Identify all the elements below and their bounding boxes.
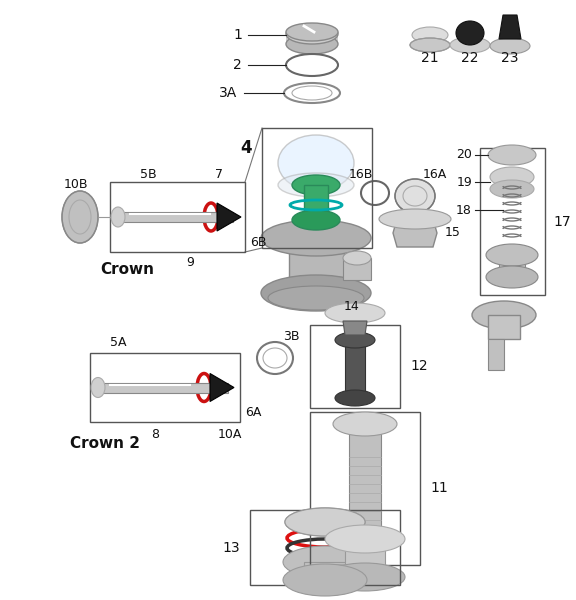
Bar — [501, 177, 523, 189]
Ellipse shape — [285, 508, 365, 536]
Bar — [343, 258, 371, 280]
Text: 10A: 10A — [218, 427, 242, 440]
Ellipse shape — [325, 563, 405, 591]
Text: 14: 14 — [344, 299, 360, 313]
Bar — [480, 148, 545, 295]
Text: 17: 17 — [553, 214, 571, 229]
Ellipse shape — [410, 38, 450, 52]
Text: 13: 13 — [222, 541, 240, 554]
Ellipse shape — [395, 179, 435, 213]
Ellipse shape — [486, 266, 538, 288]
Ellipse shape — [379, 209, 451, 229]
Polygon shape — [343, 321, 367, 335]
Ellipse shape — [343, 251, 371, 265]
Bar — [310, 412, 420, 565]
Text: 21: 21 — [421, 51, 439, 65]
Bar — [345, 539, 385, 577]
Bar — [345, 340, 365, 395]
Polygon shape — [499, 15, 521, 39]
Text: 22: 22 — [461, 51, 479, 65]
Bar — [304, 185, 328, 220]
Bar — [110, 182, 245, 252]
Text: 10B: 10B — [64, 179, 88, 191]
Bar — [310, 325, 400, 408]
Ellipse shape — [283, 546, 367, 578]
Text: 18: 18 — [456, 203, 472, 217]
Text: Crown: Crown — [100, 263, 154, 277]
Text: 5B: 5B — [140, 167, 156, 181]
Bar — [289, 238, 344, 293]
Ellipse shape — [278, 173, 354, 197]
Ellipse shape — [450, 37, 490, 53]
Text: 9: 9 — [186, 256, 194, 269]
Text: 6A: 6A — [245, 406, 262, 419]
Text: 3B: 3B — [283, 329, 300, 343]
Ellipse shape — [335, 390, 375, 406]
Bar — [488, 315, 520, 339]
Bar — [250, 510, 400, 585]
Ellipse shape — [261, 220, 371, 256]
Ellipse shape — [333, 412, 397, 436]
Bar — [98, 383, 228, 392]
Ellipse shape — [62, 191, 98, 243]
Polygon shape — [217, 203, 241, 231]
Ellipse shape — [268, 286, 364, 310]
Text: 11: 11 — [430, 481, 448, 496]
Ellipse shape — [286, 24, 338, 44]
Ellipse shape — [325, 525, 405, 553]
Ellipse shape — [490, 38, 530, 54]
Text: 19: 19 — [456, 175, 472, 188]
Ellipse shape — [472, 301, 536, 329]
Bar — [118, 212, 233, 222]
Bar — [286, 34, 338, 44]
Ellipse shape — [286, 34, 338, 54]
Text: 23: 23 — [501, 51, 519, 65]
Ellipse shape — [292, 175, 340, 195]
Bar — [349, 424, 381, 539]
Ellipse shape — [325, 303, 385, 323]
Text: 3A: 3A — [219, 86, 237, 100]
Ellipse shape — [486, 244, 538, 266]
Text: 16B: 16B — [348, 169, 373, 181]
Polygon shape — [393, 219, 437, 247]
Text: 7: 7 — [215, 167, 223, 181]
Text: 15: 15 — [445, 226, 461, 239]
Bar — [90, 353, 240, 422]
Ellipse shape — [488, 145, 536, 165]
Text: 2: 2 — [233, 58, 242, 72]
Ellipse shape — [490, 167, 534, 187]
Ellipse shape — [456, 21, 484, 45]
Ellipse shape — [412, 27, 448, 43]
Ellipse shape — [292, 210, 340, 230]
Text: 1: 1 — [233, 28, 242, 42]
Text: 12: 12 — [410, 359, 427, 373]
Ellipse shape — [278, 135, 354, 191]
Bar — [262, 128, 372, 248]
Text: 5A: 5A — [110, 337, 126, 349]
Ellipse shape — [261, 275, 371, 311]
Text: Crown 2: Crown 2 — [70, 437, 140, 451]
Ellipse shape — [283, 564, 367, 596]
Bar — [499, 255, 525, 277]
Ellipse shape — [335, 332, 375, 348]
Text: 4: 4 — [240, 139, 252, 157]
Text: 8: 8 — [151, 427, 159, 440]
Text: 20: 20 — [456, 148, 472, 161]
Polygon shape — [210, 373, 234, 401]
Ellipse shape — [286, 23, 338, 41]
Ellipse shape — [490, 180, 534, 198]
Polygon shape — [488, 339, 504, 370]
Ellipse shape — [91, 377, 105, 397]
Text: 6B: 6B — [250, 235, 267, 248]
Ellipse shape — [111, 207, 125, 227]
Bar — [304, 562, 346, 580]
Text: 16A: 16A — [423, 167, 447, 181]
